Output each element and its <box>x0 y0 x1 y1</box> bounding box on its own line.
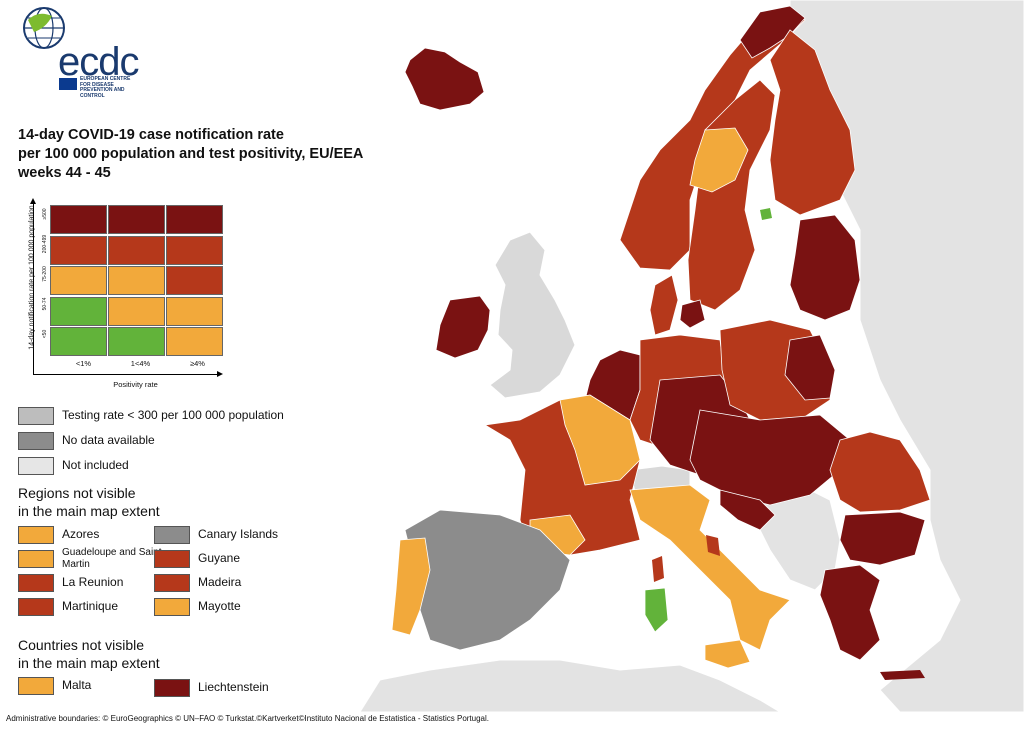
swatch <box>18 598 54 616</box>
uk-land <box>489 231 576 399</box>
map-title: 14-day COVID-19 case notification rate p… <box>18 126 438 183</box>
finland <box>769 29 856 216</box>
country-label: Malta <box>62 678 92 692</box>
baltics <box>789 214 861 321</box>
italy <box>629 484 791 651</box>
matrix-cell <box>50 235 107 265</box>
region-label: Martinique <box>62 599 119 613</box>
matrix-cell <box>166 205 223 234</box>
matrix-y-label-wrap: 14-day notification rate per 100 000 pop… <box>13 200 36 370</box>
globe-icon <box>23 7 65 49</box>
bulgaria <box>839 511 926 566</box>
x-tick: ≥4% <box>190 359 205 368</box>
legend-label: No data available <box>62 433 155 447</box>
swatch <box>18 407 54 425</box>
title-line-1: 14-day COVID-19 case notification rate <box>18 127 284 143</box>
swatch <box>154 550 190 568</box>
crete <box>880 670 925 680</box>
greece <box>819 564 881 661</box>
poland-east <box>784 334 836 401</box>
eu-flag-icon <box>59 78 77 90</box>
countries-heading-line: Countries not visible <box>18 637 145 653</box>
ecdc-logo: ecdc EUROPEAN CENTRE FOR DISEASE PREVENT… <box>18 6 139 98</box>
regions-heading-line: in the main map extent <box>18 503 160 519</box>
country-label: Liechtenstein <box>198 680 269 694</box>
matrix-cell <box>166 266 223 295</box>
region-label: Guyane <box>198 551 241 565</box>
matrix-x-axis <box>33 371 223 377</box>
legend-label: Not included <box>62 458 129 472</box>
region-label: Canary Islands <box>198 527 279 541</box>
regions-heading: Regions not visible in the main map exte… <box>18 484 160 520</box>
europe-map <box>359 0 1024 712</box>
matrix-cell <box>166 327 223 356</box>
matrix-cell <box>108 296 165 326</box>
north-africa <box>359 659 781 712</box>
x-tick: <1% <box>75 359 92 368</box>
title-line-2: per 100 000 population and test positivi… <box>18 146 364 162</box>
logo-subtitle: EUROPEAN CENTRE FOR DISEASE PREVENTION A… <box>80 76 131 99</box>
x-tick: 1<4% <box>130 359 151 368</box>
y-tick: ≥500 <box>42 208 48 220</box>
logo-text: ecdc <box>58 40 139 84</box>
y-tick: 50-74 <box>42 297 48 311</box>
portugal <box>391 537 431 636</box>
iceland <box>404 47 485 111</box>
romania <box>829 431 931 513</box>
countries-heading: Countries not visible in the main map ex… <box>18 636 160 672</box>
y-tick: 200-499 <box>42 234 48 254</box>
matrix-cell <box>108 235 165 265</box>
region-label: Mayotte <box>198 599 241 613</box>
matrix-y-axis <box>30 198 36 374</box>
swatch <box>18 432 54 450</box>
swatch <box>154 598 190 616</box>
attribution-footer: Administrative boundaries: © EuroGeograp… <box>6 714 490 723</box>
central-europe <box>689 409 851 506</box>
swatch <box>18 574 54 592</box>
swatch <box>154 526 190 544</box>
matrix-cell <box>166 296 223 326</box>
matrix-x-label: Positivity rate <box>113 380 158 389</box>
swatch <box>18 550 54 568</box>
title-line-3: weeks 44 - 45 <box>18 165 111 181</box>
swatch <box>18 526 54 544</box>
matrix-cell <box>50 296 107 326</box>
region-label: Guadeloupe and Saint Martin <box>62 547 162 570</box>
corsica <box>652 556 664 582</box>
norway-north <box>739 5 806 59</box>
y-tick: <50 <box>42 329 48 339</box>
denmark-islands <box>679 299 706 329</box>
region-label: La Reunion <box>62 575 124 589</box>
swatch <box>154 679 190 697</box>
region-label: Madeira <box>198 575 242 589</box>
matrix-cell <box>50 205 107 234</box>
ireland <box>435 295 491 359</box>
matrix-cell <box>108 266 165 295</box>
denmark <box>649 274 679 336</box>
regions-heading-line: Regions not visible <box>18 485 136 501</box>
france-north <box>559 394 641 486</box>
matrix-cell <box>50 327 107 356</box>
gotland <box>760 208 772 220</box>
swatch <box>18 677 54 695</box>
region-label: Azores <box>62 527 100 541</box>
swatch <box>154 574 190 592</box>
sweden-central <box>689 127 749 193</box>
sardinia <box>644 587 669 633</box>
legend-label: Testing rate < 300 per 100 000 populatio… <box>62 408 284 422</box>
swatch <box>18 457 54 475</box>
countries-heading-line: in the main map extent <box>18 655 160 671</box>
matrix-cell <box>108 327 165 356</box>
italy-red-region <box>706 535 720 556</box>
matrix-cell <box>166 235 223 265</box>
croatia <box>719 489 776 531</box>
matrix-cell <box>50 266 107 295</box>
sicily <box>704 639 751 669</box>
matrix-cell <box>108 205 165 234</box>
y-tick: 75-200 <box>42 266 48 282</box>
matrix-y-label: 14-day notification rate per 100 000 pop… <box>28 205 36 350</box>
